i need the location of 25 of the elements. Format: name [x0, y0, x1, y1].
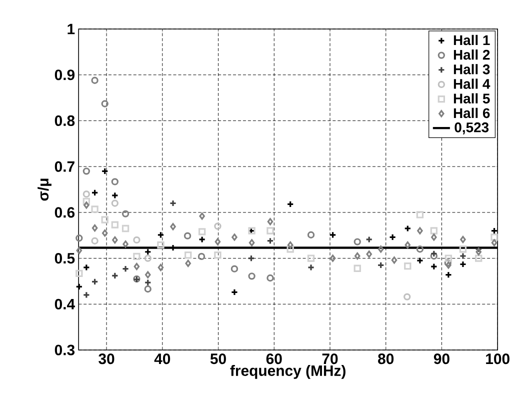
y-axis-title: σ/μ [38, 178, 52, 201]
legend-label: Hall 3 [454, 64, 490, 74]
x-axis-title: frequency (MHz) [230, 364, 346, 379]
x-tick-label: 100 [486, 354, 510, 364]
legend-label: Hall 6 [454, 108, 490, 118]
y-tick-label: 0.4 [54, 298, 76, 310]
x-tick-label: 80 [378, 354, 394, 364]
x-tick-label: 60 [266, 354, 282, 364]
legend-label: 0,523 [454, 122, 489, 134]
legend-label: Hall 2 [454, 49, 490, 60]
y-tick-label: 0.8 [54, 115, 75, 126]
y-tick-label: 0.5 [54, 252, 75, 264]
x-tick-label: 30 [98, 354, 114, 364]
x-tick-label: 70 [322, 354, 338, 364]
x-tick-label: 50 [210, 354, 226, 364]
legend-label: Hall 5 [454, 93, 490, 104]
x-tick-label: 90 [434, 354, 450, 364]
legend-label: Hall 1 [454, 34, 490, 46]
y-tick-label: 0.3 [54, 344, 75, 356]
x-tick-label: 40 [154, 354, 170, 364]
y-tick-label: 1 [68, 24, 75, 34]
y-tick-label: 0.7 [54, 161, 74, 172]
y-tick-label: 0.9 [54, 70, 75, 80]
y-tick-label: 0.6 [54, 207, 75, 218]
legend-label: Hall 4 [454, 78, 490, 89]
